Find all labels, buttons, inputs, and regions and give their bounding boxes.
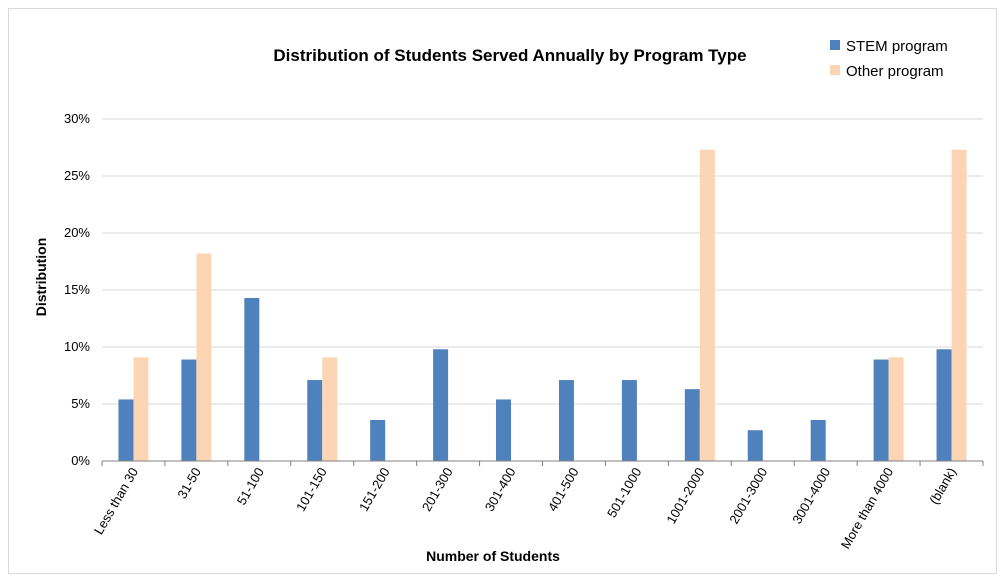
legend-swatch-stem: [830, 40, 840, 50]
legend-label-stem: STEM program: [846, 38, 948, 55]
y-tick-label: 15%: [64, 282, 90, 297]
legend: STEM program Other program: [830, 38, 948, 80]
bar-stem: [558, 380, 574, 461]
bars: [118, 149, 967, 461]
bar-stem: [496, 399, 512, 461]
y-axis-title: Distribution: [33, 238, 49, 317]
bar-other: [699, 149, 715, 461]
x-tick-label: 151-200: [356, 465, 393, 514]
chart-frame: [8, 8, 997, 574]
x-tick-label: (blank): [926, 465, 959, 507]
x-tick-label: 51-100: [234, 465, 267, 508]
bar-stem: [118, 399, 134, 461]
y-tick-label: 30%: [64, 111, 90, 126]
x-tick-label: 501-1000: [604, 465, 644, 520]
bar-other: [196, 253, 212, 461]
bar-stem: [747, 430, 763, 461]
x-tick-label: Less than 30: [91, 465, 141, 537]
x-tick-label: 201-300: [419, 465, 456, 514]
bar-stem: [370, 419, 386, 461]
y-tick-label: 20%: [64, 225, 90, 240]
x-tick-label: More than 4000: [838, 465, 897, 551]
bar-other: [322, 357, 338, 461]
x-tick-label: 301-400: [482, 465, 519, 514]
bar-stem: [433, 349, 449, 461]
legend-label-other: Other program: [846, 63, 944, 80]
bar-stem: [936, 349, 952, 461]
y-tick-label: 10%: [64, 339, 90, 354]
y-tick-label: 0%: [71, 453, 90, 468]
chart-title: Distribution of Students Served Annually…: [273, 46, 746, 65]
bar-other: [951, 149, 967, 461]
bar-stem: [181, 359, 197, 461]
y-tick-label: 5%: [71, 396, 90, 411]
x-tick-label: 3001-4000: [789, 465, 833, 526]
x-tick-label: 101-150: [293, 465, 330, 514]
bar-stem: [810, 419, 826, 461]
x-tick-label: 2001-3000: [726, 465, 770, 526]
legend-swatch-other: [830, 65, 840, 75]
bar-stem: [873, 359, 889, 461]
x-tick-label: 31-50: [174, 465, 204, 501]
bar-stem: [684, 389, 700, 461]
bar-other: [888, 357, 904, 461]
y-tick-label: 25%: [64, 168, 90, 183]
bar-stem: [307, 380, 323, 461]
bar-stem: [244, 297, 260, 461]
gridlines: [102, 118, 983, 405]
x-axis-title: Number of Students: [426, 548, 560, 564]
bar-other: [133, 357, 149, 461]
x-tick-label: 401-500: [545, 465, 582, 514]
bar-stem: [621, 380, 637, 461]
x-tick-label: 1001-2000: [663, 465, 707, 526]
